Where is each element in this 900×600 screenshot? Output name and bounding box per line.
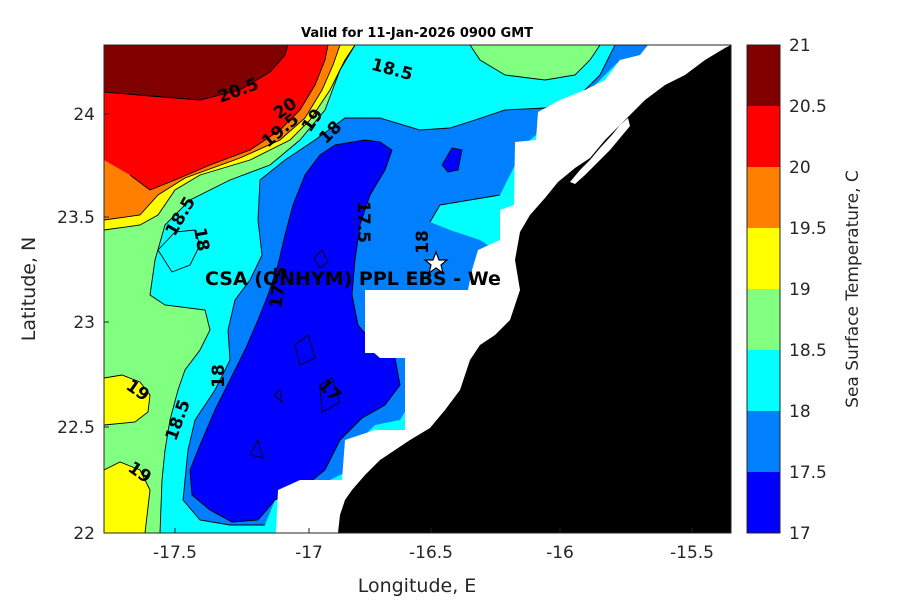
y-tick-label: 23	[73, 313, 95, 333]
y-axis-label: Latitude, N	[18, 237, 40, 342]
site-annotation: CSA (ONHYM) PPL EBS - We	[205, 268, 501, 290]
sst-band-20.5-21	[104, 45, 288, 100]
colorbar-tick-label: 18	[789, 402, 811, 422]
sst-band-19-19.5-mid	[104, 375, 150, 425]
colorbar-tick-label: 17	[789, 524, 811, 544]
contour-label: 18	[209, 364, 229, 388]
plot-frame	[103, 44, 732, 534]
colorbar-bin-17.5-18	[747, 411, 780, 472]
y-tick-label: 24	[73, 105, 95, 125]
bay-inlet	[570, 118, 630, 184]
colorbar-tick-label: 17.5	[789, 463, 827, 483]
y-tick-label: 22.5	[57, 418, 95, 438]
sst-band-17-17.5	[190, 140, 400, 522]
x-axis-label: Longitude, E	[358, 575, 477, 597]
colorbar-frame	[746, 44, 781, 534]
x-tick-label: -15.5	[670, 543, 714, 563]
contour-lines	[104, 45, 616, 533]
colorbar: 17 17.5 18 18.5 19 19.5 20 20.5 21	[746, 36, 827, 544]
colorbar-bin-18.5-19	[747, 289, 780, 350]
contour-label: 17.5	[353, 201, 373, 243]
map-area	[104, 45, 731, 533]
y-axis: 22 22.5 23 23.5 24	[57, 105, 109, 544]
x-tick-label: -17.5	[153, 543, 197, 563]
contour-label: 18	[413, 230, 433, 254]
y-tick-label: 23.5	[57, 208, 95, 228]
colorbar-tick-label: 20.5	[789, 97, 827, 117]
colorbar-bin-19-19.5	[747, 228, 780, 289]
colorbar-bin-20.5-21	[747, 45, 780, 106]
y-tick-label: 22	[73, 524, 95, 544]
land-mass	[338, 45, 731, 533]
colorbar-label: Sea Surface Temperature, C	[843, 170, 863, 408]
no-data-box	[365, 290, 470, 353]
colorbar-tick-label: 19	[789, 280, 811, 300]
chart-title: Valid for 11-Jan-2026 0900 GMT	[301, 26, 533, 41]
contour-label: 18	[189, 226, 213, 253]
x-tick-label: -16	[546, 543, 574, 563]
x-axis: -17.5 -17 -16.5 -16 -15.5	[153, 528, 714, 563]
colorbar-bin-19.5-20	[747, 167, 780, 228]
x-tick-label: -17	[295, 543, 323, 563]
colorbar-bin-17-17.5	[747, 472, 780, 533]
colorbar-tick-label: 18.5	[789, 341, 827, 361]
x-tick-label: -16.5	[409, 543, 453, 563]
colorbar-tick-label: 20	[789, 158, 811, 178]
colorbar-bin-18-18.5	[747, 350, 780, 411]
sst-band-18-18.5-pocket	[158, 230, 200, 272]
site-star-marker	[423, 250, 449, 275]
colorbar-tick-label: 21	[789, 36, 811, 56]
sst-band-19-19.5-south	[104, 462, 150, 533]
colorbar-tick-label: 19.5	[789, 219, 827, 239]
sst-band-17-17.5-lens	[441, 147, 463, 173]
colorbar-bin-20-20.5	[747, 106, 780, 167]
